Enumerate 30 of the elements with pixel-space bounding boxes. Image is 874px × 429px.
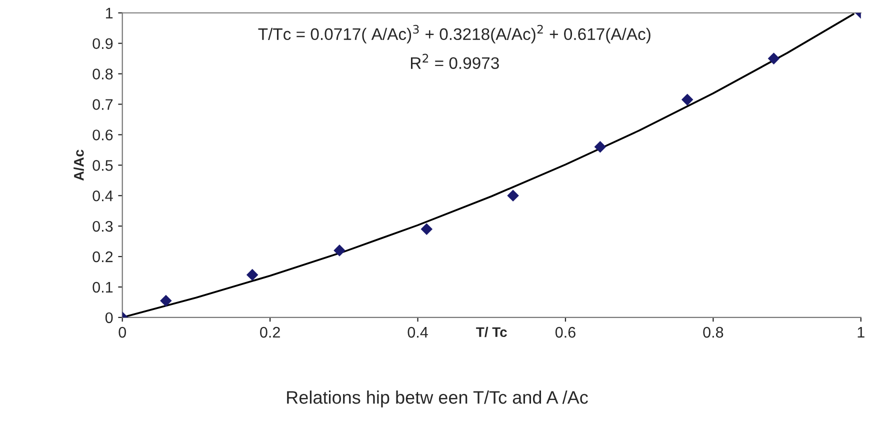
x-tick-label: 0.4 [408,326,428,338]
point [681,94,694,106]
y-tick-label: 0.9 [92,38,113,50]
y-tick-label: 0.8 [92,68,113,80]
point [160,294,172,307]
y-tick-label: 0.7 [92,99,113,110]
y-tick-label: 0 [105,312,113,324]
y-tick-label: 0.4 [92,190,113,202]
x-tick-label: 1 [858,327,864,338]
x-tick-label: 0 [118,326,126,338]
y-tick-label: 0.2 [92,251,113,262]
point [768,52,780,64]
point [420,223,433,236]
point [507,190,519,202]
y-tick-label: 0.1 [92,282,113,293]
y-tick-label: 0.5 [92,160,113,171]
annotation: R$^{2}$ = 0.9973 [410,54,499,69]
x-tick-label: 0.2 [260,326,280,338]
x-axis-title: T/ Tc [476,326,507,338]
x-tick-label: 0.8 [703,326,724,338]
y-tick-label: 0.6 [92,130,113,140]
x-tick-label: 0.6 [555,326,576,338]
point [334,244,346,256]
text: Relations hip betw een T/Tc and A /Ac [287,390,588,408]
y-tick-label: 1 [106,8,113,18]
y-tick-label: 0.3 [92,220,113,232]
y-axis-title: A/Ac [74,150,84,181]
point [246,268,258,281]
point [594,141,606,153]
annotation: T/Tc = 0.0717( A/Ac)$^{3}$ + 0.3218(A/Ac)$^{2}$ + 0.617(A/Ac) [258,24,650,44]
